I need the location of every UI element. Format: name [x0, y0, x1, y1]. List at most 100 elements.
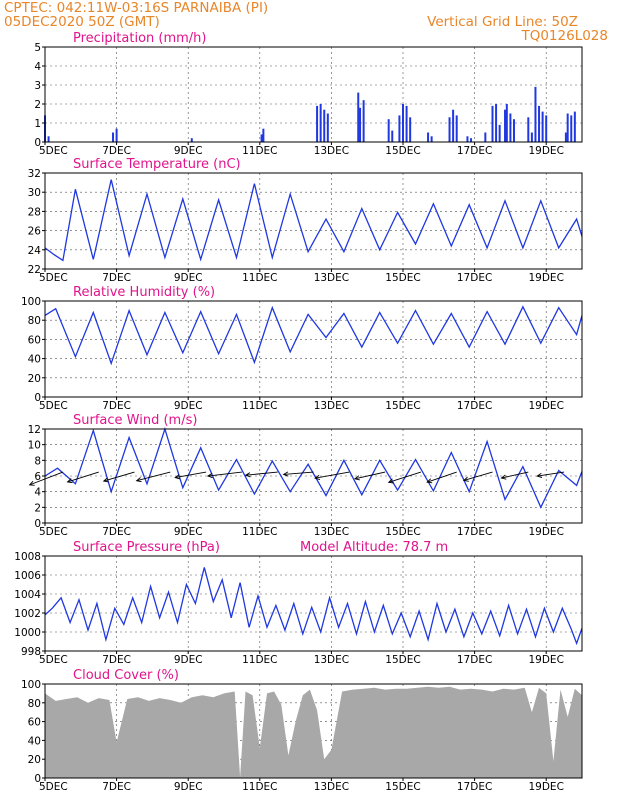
y-tick-label: 1000	[14, 627, 41, 639]
x-tick-label: 19DEC	[528, 781, 563, 793]
wind-vector-head	[206, 473, 213, 479]
panel-title: Cloud Cover (%)	[73, 668, 179, 683]
x-tick-label: 5DEC	[39, 526, 68, 538]
x-tick-label: 17DEC	[457, 145, 492, 157]
y-tick-label: 32	[28, 168, 41, 180]
y-tick-label: 4	[34, 61, 41, 73]
precip-bar	[538, 105, 541, 142]
header-init-time: 05DEC2020 50Z (GMT)	[4, 14, 160, 30]
y-tick-label: 22	[28, 264, 41, 276]
y-tick-label: 28	[28, 206, 41, 218]
x-tick-label: 19DEC	[528, 526, 563, 538]
x-tick-label: 11DEC	[242, 400, 277, 412]
precip-bar	[455, 115, 458, 142]
x-tick-label: 11DEC	[242, 526, 277, 538]
y-tick-label: 40	[28, 354, 41, 366]
y-tick-label: 40	[28, 735, 41, 747]
panel-title: Surface Temperature (nC)	[73, 157, 241, 172]
wind-vector-head	[28, 480, 35, 486]
panel-title: Precipitation (mm/h)	[73, 31, 206, 46]
x-tick-label: 11DEC	[242, 145, 277, 157]
y-tick-label: 2	[34, 99, 41, 111]
precip-bar	[391, 130, 394, 142]
x-tick-label: 11DEC	[242, 654, 277, 666]
header-model-id: TQ0126L028	[521, 28, 608, 44]
y-tick-label: 10	[28, 440, 41, 452]
y-tick-label: 12	[28, 424, 41, 436]
x-tick-label: 13DEC	[314, 272, 349, 284]
precip-bar	[541, 111, 544, 142]
y-tick-label: 1008	[14, 551, 41, 563]
wind-vector	[354, 471, 386, 480]
precip-bar	[262, 128, 265, 142]
wind-line	[44, 426, 583, 509]
humidity-line	[44, 305, 583, 366]
y-tick-label: 100	[21, 679, 41, 691]
wind-vector	[283, 471, 314, 475]
y-tick-label: 8	[34, 455, 41, 467]
precip-bar	[357, 92, 360, 142]
x-tick-label: 5DEC	[39, 272, 68, 284]
precip-bar	[427, 132, 430, 142]
y-tick-label: 2	[34, 502, 41, 514]
wind-vector	[463, 471, 493, 481]
y-tick-label: 20	[28, 754, 41, 766]
precip-bar	[409, 117, 412, 142]
y-tick-label: 60	[28, 717, 41, 729]
x-tick-label: 13DEC	[314, 145, 349, 157]
x-tick-label: 7DEC	[102, 272, 131, 284]
precip-bar	[498, 124, 501, 142]
x-tick-label: 13DEC	[314, 400, 349, 412]
x-tick-label: 19DEC	[528, 400, 563, 412]
wind-vector-head	[500, 474, 507, 480]
precip-bar	[452, 109, 455, 142]
wind-vector	[67, 471, 99, 483]
wind-vector-head	[102, 477, 109, 483]
y-tick-label: 80	[28, 698, 41, 710]
x-tick-label: 7DEC	[102, 781, 131, 793]
precip-bar	[505, 104, 508, 142]
wind-vector	[315, 471, 350, 479]
wind-vector	[427, 471, 457, 483]
y-tick-label: 80	[28, 315, 41, 327]
y-tick-label: 20	[28, 373, 41, 385]
wind-vector-head	[244, 472, 251, 478]
x-tick-label: 15DEC	[385, 781, 420, 793]
x-tick-label: 9DEC	[174, 526, 203, 538]
y-tick-label: 60	[28, 334, 41, 346]
panel-title: Surface Pressure (hPa)	[73, 540, 220, 555]
precip-bar	[470, 138, 473, 142]
precip-bar	[509, 113, 512, 142]
x-tick-label: 11DEC	[242, 272, 277, 284]
y-tick-label: 4	[34, 487, 41, 499]
precip-bar	[495, 104, 498, 142]
x-tick-label: 17DEC	[457, 781, 492, 793]
x-tick-label: 9DEC	[174, 272, 203, 284]
x-tick-label: 5DEC	[39, 781, 68, 793]
precip-bar	[512, 119, 515, 142]
precip-bar	[573, 111, 576, 142]
panel-title: Relative Humidity (%)	[73, 285, 215, 300]
precip-bar	[362, 100, 365, 142]
x-tick-label: 9DEC	[174, 145, 203, 157]
x-tick-label: 15DEC	[385, 145, 420, 157]
precip-bar	[466, 136, 469, 142]
x-tick-label: 17DEC	[457, 526, 492, 538]
wind-vector	[388, 471, 422, 483]
wind-vector-head	[314, 474, 321, 480]
wind-vector-head	[462, 476, 469, 482]
precip-bar	[530, 132, 533, 142]
precip-bar	[112, 132, 115, 142]
precip-bar	[359, 107, 362, 142]
precip-bar	[323, 109, 326, 142]
precip-bar	[430, 136, 433, 142]
wind-vector-head	[387, 478, 394, 484]
precip-bar	[402, 104, 404, 142]
y-tick-label: 0	[34, 518, 41, 530]
x-tick-label: 9DEC	[174, 781, 203, 793]
x-tick-label: 17DEC	[457, 654, 492, 666]
y-tick-label: 26	[28, 226, 42, 238]
x-tick-label: 9DEC	[174, 400, 203, 412]
precip-bar	[326, 113, 329, 142]
